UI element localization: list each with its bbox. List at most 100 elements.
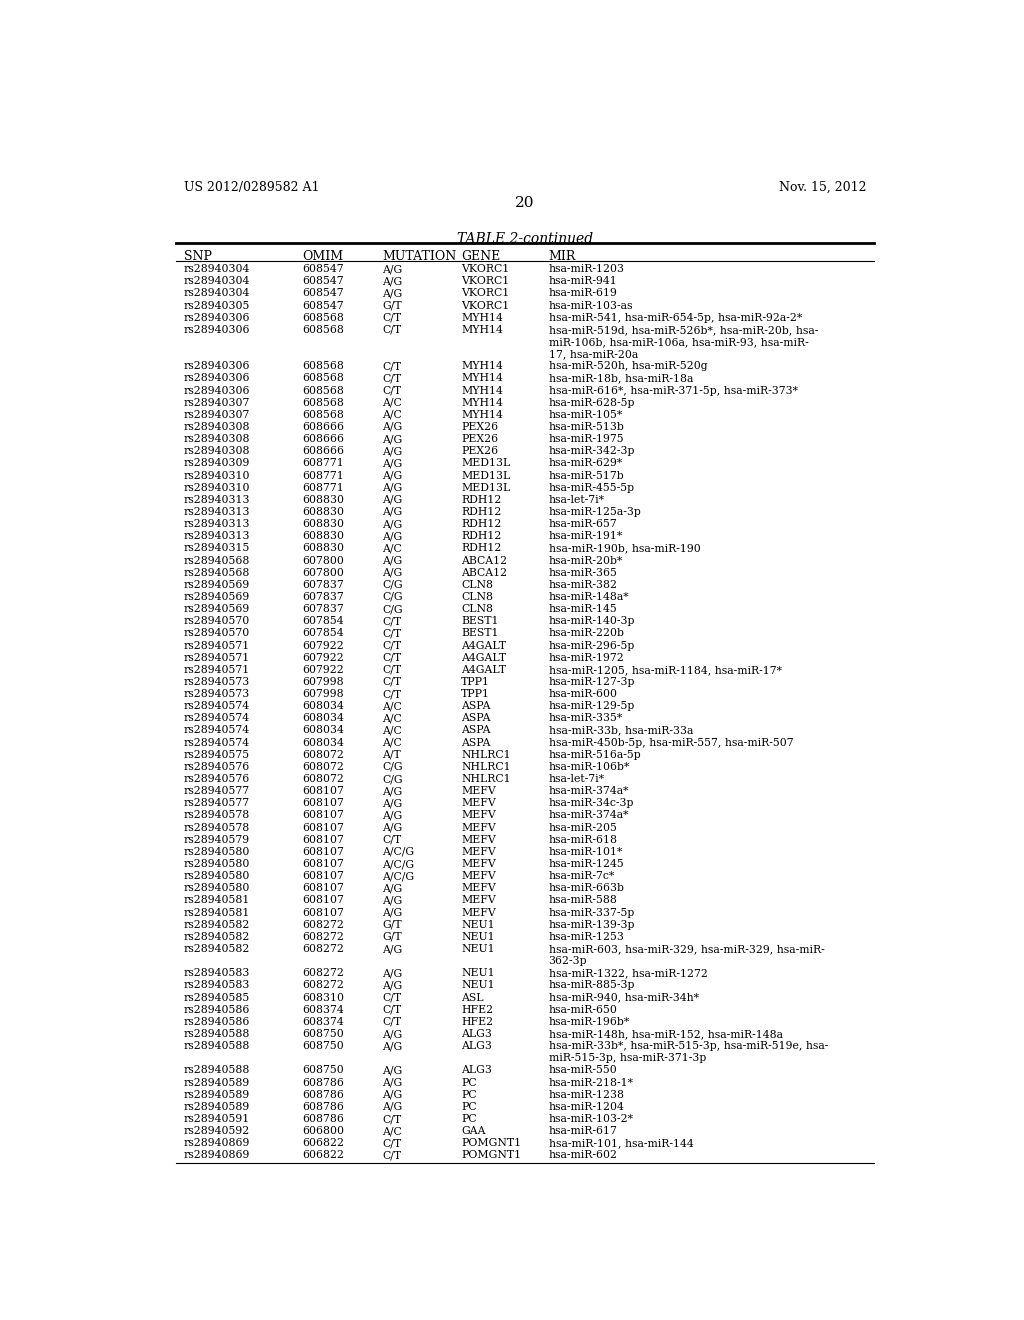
Text: hsa-miR-455-5p: hsa-miR-455-5p [549, 483, 635, 492]
Text: rs28940574: rs28940574 [183, 713, 250, 723]
Text: BEST1: BEST1 [461, 616, 499, 626]
Text: hsa-miR-1972: hsa-miR-1972 [549, 652, 625, 663]
Text: rs28940570: rs28940570 [183, 628, 250, 639]
Text: rs28940573: rs28940573 [183, 677, 250, 686]
Text: POMGNT1: POMGNT1 [461, 1151, 521, 1160]
Text: 608771: 608771 [303, 458, 344, 469]
Text: rs28940585: rs28940585 [183, 993, 250, 1003]
Text: rs28940569: rs28940569 [183, 591, 250, 602]
Text: 608786: 608786 [303, 1114, 344, 1125]
Text: 608830: 608830 [303, 519, 345, 529]
Text: rs28940571: rs28940571 [183, 652, 250, 663]
Text: 608272: 608272 [303, 920, 344, 929]
Text: A/G: A/G [382, 1090, 402, 1100]
Text: rs28940304: rs28940304 [183, 264, 250, 275]
Text: Nov. 15, 2012: Nov. 15, 2012 [778, 181, 866, 194]
Text: rs28940308: rs28940308 [183, 434, 250, 444]
Text: MED13L: MED13L [461, 458, 511, 469]
Text: OMIM: OMIM [303, 249, 344, 263]
Text: MED13L: MED13L [461, 483, 511, 492]
Text: A/C: A/C [382, 1126, 401, 1137]
Text: C/T: C/T [382, 1005, 401, 1015]
Text: rs28940315: rs28940315 [183, 544, 250, 553]
Text: A/C: A/C [382, 738, 401, 747]
Text: hsa-miR-365: hsa-miR-365 [549, 568, 617, 578]
Text: rs28940570: rs28940570 [183, 616, 250, 626]
Text: hsa-miR-1253: hsa-miR-1253 [549, 932, 625, 942]
Text: 607837: 607837 [303, 579, 344, 590]
Text: A/G: A/G [382, 908, 402, 917]
Text: hsa-miR-129-5p: hsa-miR-129-5p [549, 701, 635, 711]
Text: VKORC1: VKORC1 [461, 288, 510, 298]
Text: MYH14: MYH14 [461, 362, 503, 371]
Text: rs28940592: rs28940592 [183, 1126, 250, 1137]
Text: 607998: 607998 [303, 677, 344, 686]
Text: rs28940580: rs28940580 [183, 871, 250, 882]
Text: rs28940309: rs28940309 [183, 458, 250, 469]
Text: hsa-miR-618: hsa-miR-618 [549, 834, 617, 845]
Text: hsa-miR-139-3p: hsa-miR-139-3p [549, 920, 635, 929]
Text: A/G: A/G [382, 434, 402, 444]
Text: 606800: 606800 [303, 1126, 345, 1137]
Text: A/G: A/G [382, 822, 402, 833]
Text: rs28940582: rs28940582 [183, 920, 250, 929]
Text: hsa-miR-190b, hsa-miR-190: hsa-miR-190b, hsa-miR-190 [549, 544, 700, 553]
Text: hsa-miR-220b: hsa-miR-220b [549, 628, 625, 639]
Text: 608107: 608107 [303, 847, 344, 857]
Text: 608666: 608666 [303, 434, 345, 444]
Text: rs28940582: rs28940582 [183, 944, 250, 954]
Text: hsa-miR-145: hsa-miR-145 [549, 605, 617, 614]
Text: A/C: A/C [382, 701, 401, 711]
Text: MYH14: MYH14 [461, 374, 503, 383]
Text: MEFV: MEFV [461, 834, 496, 845]
Text: A/G: A/G [382, 483, 402, 492]
Text: SNP: SNP [183, 249, 212, 263]
Text: hsa-miR-101, hsa-miR-144: hsa-miR-101, hsa-miR-144 [549, 1138, 693, 1148]
Text: rs28940577: rs28940577 [183, 799, 250, 808]
Text: 608107: 608107 [303, 822, 344, 833]
Text: 607800: 607800 [303, 568, 344, 578]
Text: HFE2: HFE2 [461, 1016, 494, 1027]
Text: 608830: 608830 [303, 544, 345, 553]
Text: TPP1: TPP1 [461, 677, 490, 686]
Text: NHLRC1: NHLRC1 [461, 750, 511, 760]
Text: GAA: GAA [461, 1126, 485, 1137]
Text: 608272: 608272 [303, 944, 344, 954]
Text: 608107: 608107 [303, 810, 344, 821]
Text: MEFV: MEFV [461, 883, 496, 894]
Text: rs28940583: rs28940583 [183, 969, 250, 978]
Text: 362-3p: 362-3p [549, 956, 587, 966]
Text: 608547: 608547 [303, 288, 344, 298]
Text: hsa-miR-196b*: hsa-miR-196b* [549, 1016, 630, 1027]
Text: 607854: 607854 [303, 628, 344, 639]
Text: MEFV: MEFV [461, 871, 496, 882]
Text: hsa-miR-1238: hsa-miR-1238 [549, 1090, 625, 1100]
Text: rs28940306: rs28940306 [183, 362, 250, 371]
Text: A/G: A/G [382, 288, 402, 298]
Text: A/G: A/G [382, 981, 402, 990]
Text: VKORC1: VKORC1 [461, 264, 510, 275]
Text: 607922: 607922 [303, 665, 344, 675]
Text: ASPA: ASPA [461, 713, 490, 723]
Text: C/T: C/T [382, 677, 401, 686]
Text: hsa-miR-617: hsa-miR-617 [549, 1126, 617, 1137]
Text: C/T: C/T [382, 1138, 401, 1148]
Text: rs28940581: rs28940581 [183, 895, 250, 906]
Text: MEFV: MEFV [461, 822, 496, 833]
Text: MEFV: MEFV [461, 908, 496, 917]
Text: PC: PC [461, 1090, 477, 1100]
Text: miR-515-3p, hsa-miR-371-3p: miR-515-3p, hsa-miR-371-3p [549, 1053, 706, 1064]
Text: hsa-miR-657: hsa-miR-657 [549, 519, 617, 529]
Text: rs28940313: rs28940313 [183, 495, 250, 504]
Text: 608830: 608830 [303, 495, 345, 504]
Text: 608547: 608547 [303, 301, 344, 310]
Text: hsa-miR-127-3p: hsa-miR-127-3p [549, 677, 635, 686]
Text: hsa-miR-103-2*: hsa-miR-103-2* [549, 1114, 634, 1125]
Text: 608666: 608666 [303, 422, 345, 432]
Text: 608750: 608750 [303, 1041, 344, 1051]
Text: 607998: 607998 [303, 689, 344, 700]
Text: rs28940580: rs28940580 [183, 883, 250, 894]
Text: rs28940580: rs28940580 [183, 847, 250, 857]
Text: A/G: A/G [382, 1065, 402, 1076]
Text: rs28940580: rs28940580 [183, 859, 250, 869]
